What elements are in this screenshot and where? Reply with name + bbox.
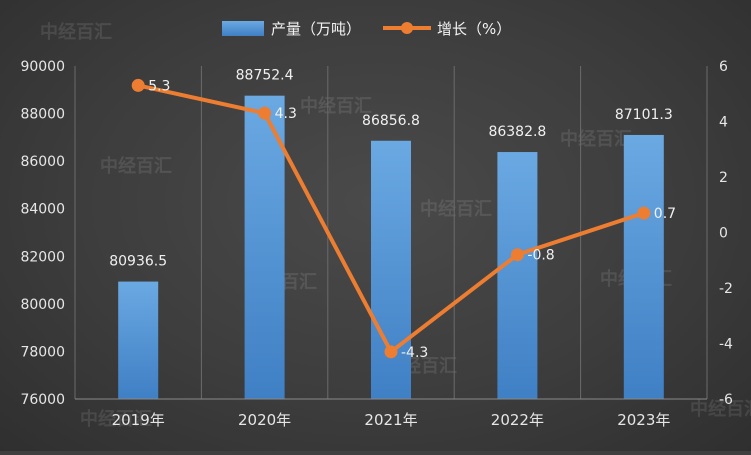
point-value-label: 0.7 [654, 206, 676, 222]
bar-value-label: 86382.8 [488, 124, 546, 140]
y-left-tick-label: 88000 [20, 107, 65, 123]
bar-value-label: 87101.3 [615, 107, 673, 123]
watermark-text: 中经百汇 [420, 198, 492, 220]
y-right-tick-label: -6 [719, 392, 733, 408]
x-tick-label: 2019年 [112, 411, 165, 429]
y-left-tick-label: 86000 [20, 154, 65, 170]
bar [118, 281, 159, 399]
watermark-text: 中经百汇 [300, 95, 372, 117]
y-right-tick-label: 2 [719, 170, 728, 186]
point-value-label: -0.8 [527, 248, 554, 264]
legend: 产量（万吨） 增长（%） [222, 20, 511, 38]
line-point [637, 206, 651, 220]
y-left-tick-label: 78000 [20, 344, 65, 360]
watermark-text: 中经百汇 [100, 155, 172, 177]
watermark-text: 中经百汇 [80, 408, 152, 430]
bar-value-label: 80936.5 [109, 254, 167, 270]
legend-line-marker [401, 22, 413, 34]
point-value-label: 4.3 [275, 106, 297, 122]
legend-bar-label: 产量（万吨） [271, 20, 361, 38]
line-point [384, 345, 398, 359]
bar-series: 80936.5 88752.4 86856.8 86382.8 87101.3 [109, 68, 673, 400]
bar [244, 95, 285, 400]
x-tick-label: 2020年 [238, 411, 291, 429]
y-right-tick-label: 0 [719, 226, 728, 242]
watermark-text: 中经百汇 [690, 398, 751, 420]
legend-bar-swatch [222, 21, 264, 36]
point-value-label: 5.3 [148, 78, 170, 94]
bar-value-label: 86856.8 [362, 113, 420, 129]
y-left-tick-label: 90000 [20, 59, 65, 75]
y-left-tick-label: 80000 [20, 297, 65, 313]
y-right-tick-label: -4 [719, 337, 733, 353]
x-tick-label: 2022年 [491, 411, 544, 429]
legend-line-label: 增长（%） [437, 20, 511, 38]
line-series: 5.3 4.3 -4.3 -0.8 0.7 [131, 78, 676, 361]
y-left-tick-label: 82000 [20, 249, 65, 265]
y-right-tick-label: 4 [719, 115, 728, 131]
bar-value-label: 88752.4 [236, 68, 294, 84]
bar [497, 152, 538, 399]
y-left-tick-label: 84000 [20, 202, 65, 218]
line-point [510, 248, 524, 262]
watermark-text: 中经百汇 [40, 21, 112, 43]
point-value-label: -4.3 [401, 345, 428, 361]
y-right-tick-label: 6 [719, 59, 728, 75]
axes: 76000 78000 80000 82000 84000 86000 88000 90000… [20, 59, 733, 429]
x-tick-label: 2023年 [617, 411, 670, 429]
line-point [131, 78, 145, 92]
y-right-tick-label: -2 [719, 281, 733, 297]
watermark-text: 中经百汇 [560, 128, 632, 150]
x-tick-label: 2021年 [364, 411, 417, 429]
y-left-tick-label: 76000 [20, 392, 65, 408]
line-point [258, 106, 272, 120]
bar [623, 134, 664, 400]
